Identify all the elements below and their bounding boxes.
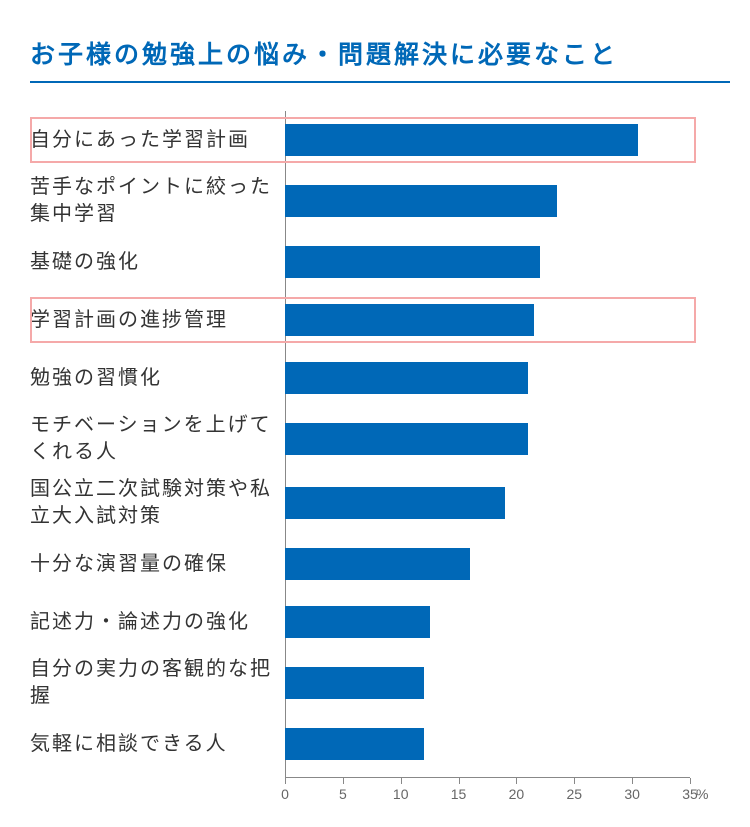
bar-cell xyxy=(285,651,690,715)
category-label: 十分な演習量の確保 xyxy=(30,551,236,578)
axis-tick-label: 10 xyxy=(393,786,409,802)
bar-cell xyxy=(285,291,690,349)
label-row: 十分な演習量の確保 xyxy=(30,535,285,593)
label-row: 気軽に相談できる人 xyxy=(30,715,285,773)
bar xyxy=(285,548,470,580)
axis-tick xyxy=(690,778,691,784)
axis-tick xyxy=(516,778,517,784)
bar-cell xyxy=(285,535,690,593)
bar xyxy=(285,667,424,699)
bar-cell xyxy=(285,233,690,291)
chart-body: 自分にあった学習計画苦手なポイントに絞った集中学習基礎の強化学習計画の進捗管理勉… xyxy=(30,111,730,807)
bar xyxy=(285,304,534,336)
category-label: 基礎の強化 xyxy=(30,249,148,276)
bar-cell xyxy=(285,471,690,535)
axis-tick xyxy=(574,778,575,784)
chart-title: お子様の勉強上の悩み・問題解決に必要なこと xyxy=(30,35,730,71)
bar xyxy=(285,362,528,394)
bar-cell xyxy=(285,111,690,169)
bar-row xyxy=(285,233,690,291)
bars-column: 05101520253035% xyxy=(285,111,730,807)
category-label: 学習計画の進捗管理 xyxy=(30,307,236,334)
bar xyxy=(285,606,430,638)
title-underline xyxy=(30,81,730,83)
bar-row xyxy=(285,593,690,651)
label-row: 苦手なポイントに絞った集中学習 xyxy=(30,169,285,233)
label-row: 自分の実力の客観的な把握 xyxy=(30,651,285,715)
label-row: 国公立二次試験対策や私立大入試対策 xyxy=(30,471,285,535)
category-label: 気軽に相談できる人 xyxy=(30,731,236,758)
bar-row xyxy=(285,407,690,471)
chart-container: お子様の勉強上の悩み・問題解決に必要なこと 自分にあった学習計画苦手なポイントに… xyxy=(0,0,750,827)
bar xyxy=(285,487,505,519)
labels-column: 自分にあった学習計画苦手なポイントに絞った集中学習基礎の強化学習計画の進捗管理勉… xyxy=(30,111,285,807)
axis-tick-label: 20 xyxy=(509,786,525,802)
bar-row xyxy=(285,169,690,233)
label-row: 基礎の強化 xyxy=(30,233,285,291)
axis-tick xyxy=(459,778,460,784)
category-label: 記述力・論述力の強化 xyxy=(30,609,258,636)
axis-tick-label: 5 xyxy=(339,786,347,802)
bar-row xyxy=(285,111,690,169)
bar-row xyxy=(285,651,690,715)
bar-row xyxy=(285,349,690,407)
bar xyxy=(285,423,528,455)
bar-cell xyxy=(285,715,690,773)
bar-row xyxy=(285,535,690,593)
category-label: モチベーションを上げてくれる人 xyxy=(30,412,285,466)
axis-unit-label: % xyxy=(696,786,708,802)
bars-area: 05101520253035% xyxy=(285,111,690,807)
label-row: 勉強の習慣化 xyxy=(30,349,285,407)
label-row: モチベーションを上げてくれる人 xyxy=(30,407,285,471)
axis-tick xyxy=(343,778,344,784)
axis-tick-label: 0 xyxy=(281,786,289,802)
label-row: 自分にあった学習計画 xyxy=(30,111,285,169)
bar-cell xyxy=(285,169,690,233)
bar xyxy=(285,185,557,217)
bar-row xyxy=(285,291,690,349)
category-label: 国公立二次試験対策や私立大入試対策 xyxy=(30,476,285,530)
bar xyxy=(285,246,540,278)
category-label: 苦手なポイントに絞った集中学習 xyxy=(30,174,285,228)
bar xyxy=(285,728,424,760)
bar xyxy=(285,124,638,156)
bar-row xyxy=(285,471,690,535)
category-label: 自分にあった学習計画 xyxy=(30,127,258,154)
x-axis: 05101520253035% xyxy=(285,777,690,807)
label-row: 学習計画の進捗管理 xyxy=(30,291,285,349)
category-label: 自分の実力の客観的な把握 xyxy=(30,656,285,710)
bar-cell xyxy=(285,407,690,471)
axis-tick xyxy=(285,778,286,784)
axis-tick-label: 15 xyxy=(451,786,467,802)
label-row: 記述力・論述力の強化 xyxy=(30,593,285,651)
bar-row xyxy=(285,715,690,773)
bar-cell xyxy=(285,593,690,651)
axis-tick xyxy=(401,778,402,784)
axis-tick-label: 30 xyxy=(624,786,640,802)
axis-tick xyxy=(632,778,633,784)
category-label: 勉強の習慣化 xyxy=(30,365,170,392)
bar-cell xyxy=(285,349,690,407)
axis-tick-label: 25 xyxy=(566,786,582,802)
